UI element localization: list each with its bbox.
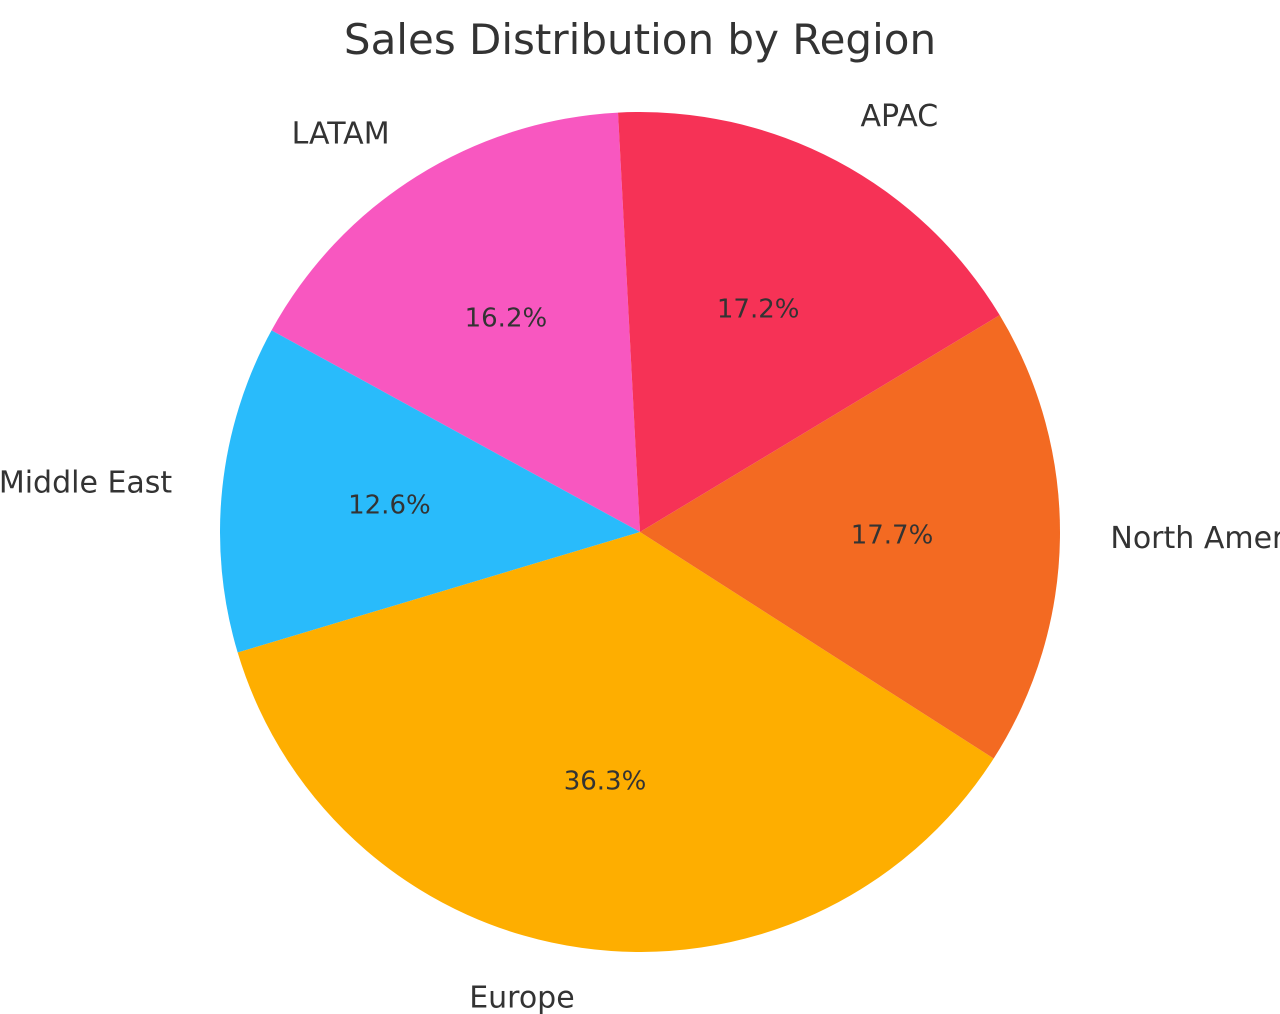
slice-labels: LATAM Middle East Europe North America APAC [0,99,1280,1014]
pie-slice-middle-east [219,330,640,653]
pie-slice-north-america [640,315,1061,759]
slice-label-middle-east: Middle East [0,465,172,500]
percent-labels: 16.2% 12.6% 36.3% 17.7% 17.2% [348,294,933,796]
slice-label-europe: Europe [469,980,575,1014]
percent-label-europe: 36.3% [564,767,647,797]
percent-label-middle-east: 12.6% [348,491,431,521]
pie-slice-europe [237,532,994,952]
pie-slice-apac [618,112,1000,533]
pie-slices [219,112,1061,952]
pie-slice-latam [271,112,640,532]
slice-label-latam: LATAM [292,116,390,151]
percent-label-north-america: 17.7% [851,520,934,550]
slice-label-north-america: North America [1110,521,1280,556]
percent-label-latam: 16.2% [465,304,548,334]
chart-title: Sales Distribution by Region [344,15,936,64]
slice-label-apac: APAC [861,99,939,134]
percent-label-apac: 17.2% [717,294,800,324]
